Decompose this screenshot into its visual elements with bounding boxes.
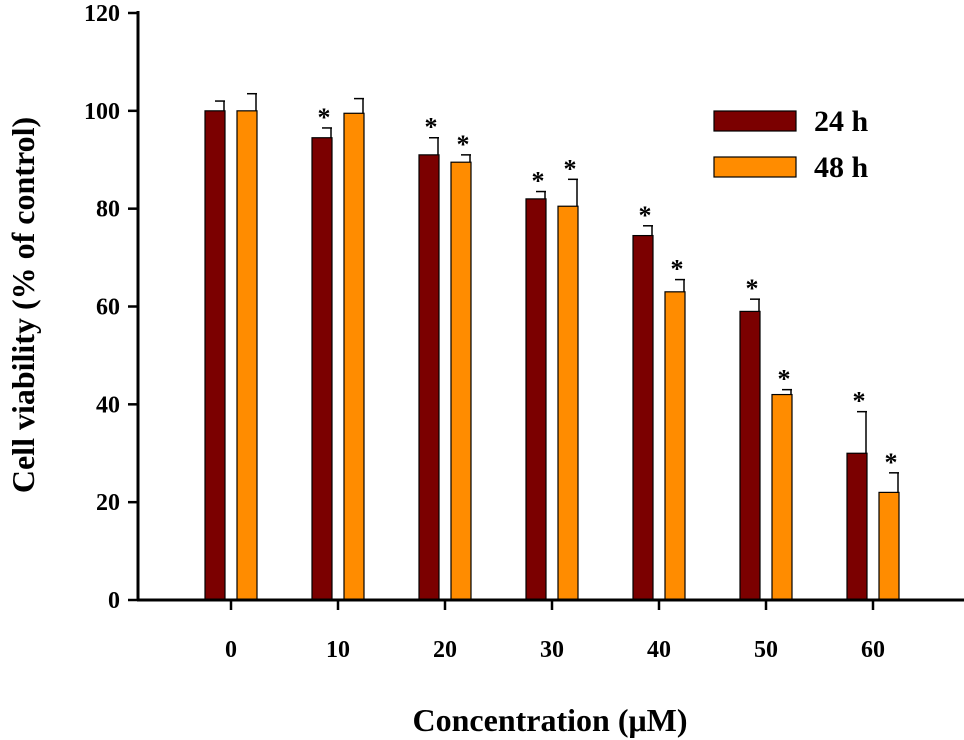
bar-24h-0 [204,110,226,601]
x-tick-label: 20 [433,637,457,663]
legend: 24 h 48 h [713,105,869,184]
y-tick-label: 60 [96,295,120,321]
legend-swatch-48h [713,156,797,178]
bar-24h-50 [739,310,761,601]
significance-layer: * * * * * * * * * * * [318,103,898,477]
x-tick-label: 0 [225,637,237,663]
axes-layer: 0 20 40 60 80 100 120 0 10 20 30 40 50 60 [84,1,964,663]
bar-24h-30 [525,198,547,601]
bar-48h-20 [450,161,472,601]
legend-label-48h: 48 h [814,151,869,184]
bar-48h-50 [771,393,793,601]
significance-marker: * [425,113,438,142]
significance-marker: * [318,103,331,132]
significance-marker: * [853,387,866,416]
bar-48h-40 [664,291,686,601]
significance-marker: * [564,154,577,183]
x-tick-label: 30 [540,637,564,663]
bars-layer [204,110,900,601]
bar-48h-10 [343,112,365,601]
bar-48h-60 [878,491,900,601]
bar-48h-0 [236,110,258,601]
error-bars-layer [215,92,899,493]
x-tick-label: 60 [861,637,885,663]
significance-marker: * [885,448,898,477]
y-tick-label: 20 [96,490,120,516]
y-tick-label: 100 [84,99,120,125]
bar-24h-60 [846,452,868,601]
significance-marker: * [457,130,470,159]
y-tick-label: 0 [108,588,120,614]
legend-label-24h: 24 h [814,105,869,138]
x-tick-label: 10 [326,637,350,663]
significance-marker: * [639,201,652,230]
bar-24h-20 [418,154,440,601]
significance-marker: * [532,167,545,196]
bar-24h-10 [311,137,333,601]
x-axis-title: Concentration (μM) [413,702,688,738]
y-tick-label: 80 [96,197,120,223]
significance-marker: * [746,274,759,303]
bar-48h-30 [557,205,579,601]
x-tick-label: 40 [647,637,671,663]
x-tick-label: 50 [754,637,778,663]
significance-marker: * [778,365,791,394]
legend-swatch-24h [713,110,797,132]
y-tick-label: 120 [84,1,120,27]
y-tick-label: 40 [96,392,120,418]
significance-marker: * [671,255,684,284]
y-axis-title: Cell viability (% of control) [5,117,41,493]
bar-24h-40 [632,234,654,601]
